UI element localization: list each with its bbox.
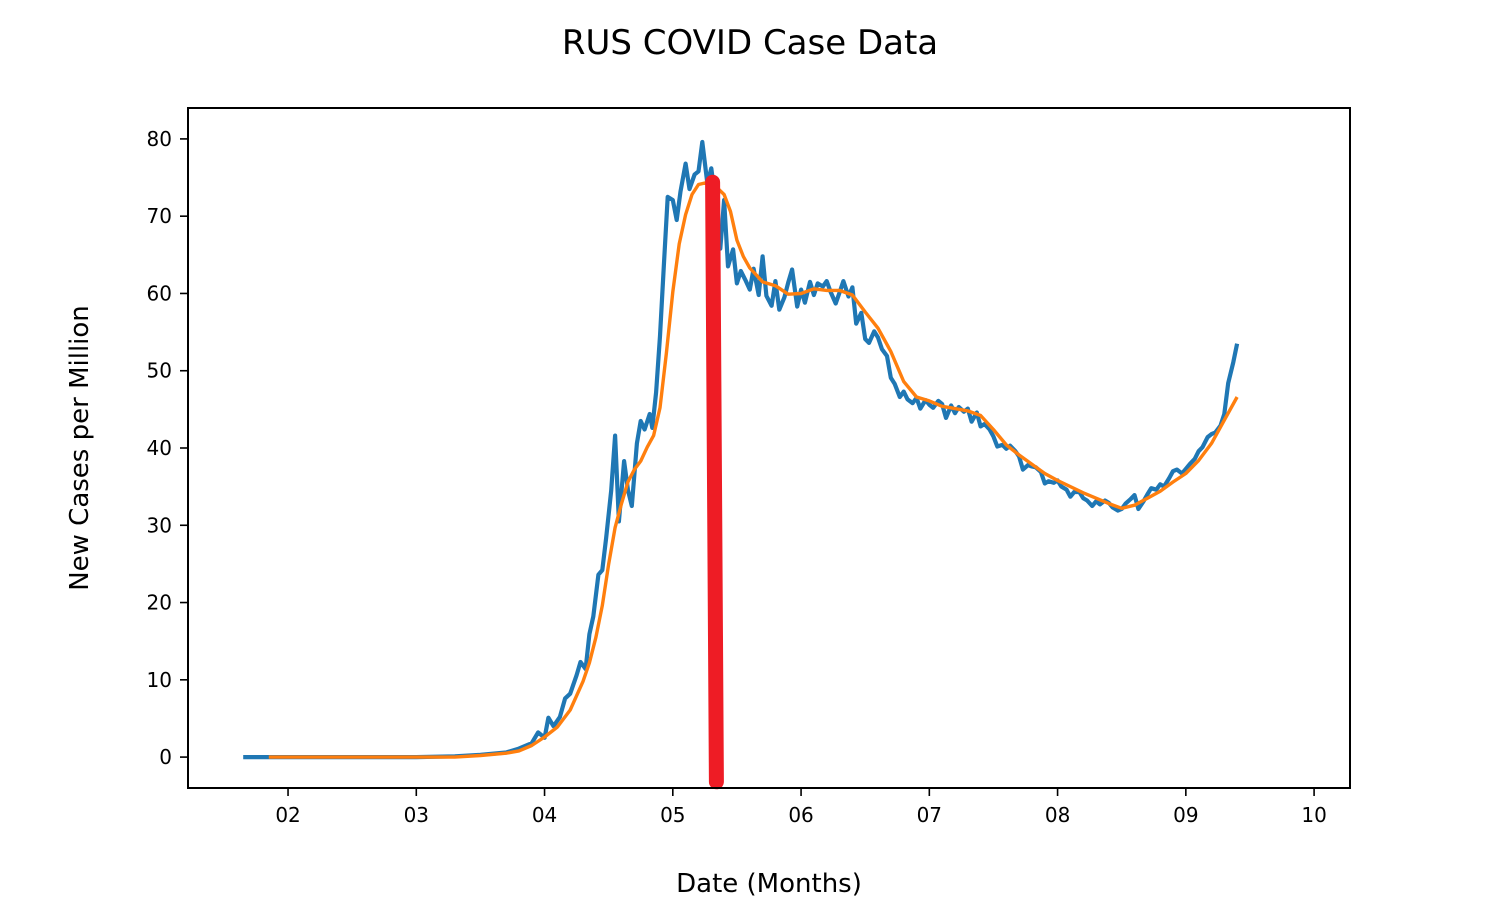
x-axis-label: Date (Months) [676,869,862,899]
chart-title: RUS COVID Case Data [562,23,938,63]
y-tick-label: 40 [147,436,172,460]
y-tick-label: 80 [147,127,172,151]
y-tick-label: 30 [147,513,172,537]
axes-frame [187,107,1351,789]
peak-marker-line [705,174,724,790]
x-tick-label: 04 [532,803,557,827]
y-tick-label: 10 [147,668,172,692]
x-tick-label: 03 [404,803,429,827]
y-axis-label: New Cases per Million [65,305,95,591]
y-axis-ticks: 0 10 20 30 40 50 60 70 80 [147,127,188,769]
y-tick-label: 0 [159,745,172,769]
series-layer [243,139,1240,790]
x-tick-label: 02 [275,803,300,827]
y-tick-label: 70 [147,204,172,228]
x-tick-label: 06 [788,803,813,827]
series-line-daily-cases [243,139,1240,760]
series-line-smoothed-cases [268,181,1239,759]
y-tick-label: 60 [147,281,172,305]
x-tick-label: 07 [917,803,942,827]
x-tick-label: 05 [660,803,685,827]
x-tick-label: 09 [1173,803,1198,827]
y-tick-label: 20 [147,591,172,615]
y-tick-label: 50 [147,359,172,383]
x-axis-ticks: 02 03 04 05 06 07 08 09 10 [275,788,1327,827]
plot-area: 02 03 04 05 06 07 08 09 10 0 10 20 30 40 50 60 70 80 [147,107,1351,827]
x-tick-label: 08 [1045,803,1070,827]
x-tick-label: 10 [1301,803,1326,827]
